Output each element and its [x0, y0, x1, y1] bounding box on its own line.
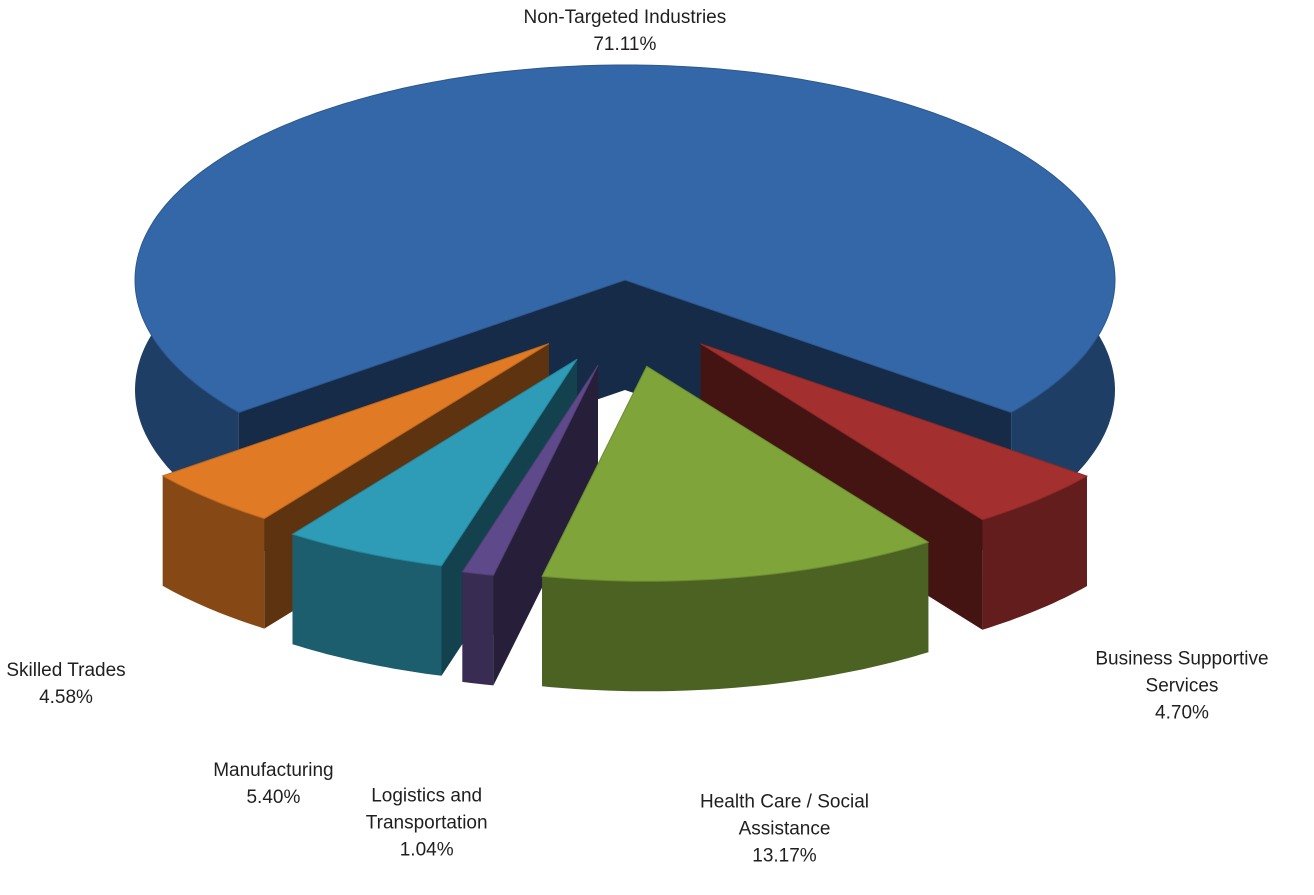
data-label: Manufacturing 5.40%	[213, 757, 333, 811]
slice-side	[462, 365, 598, 682]
slice	[134, 64, 1116, 413]
category-label: Health Care / Social Assistance	[700, 791, 869, 840]
data-label: Health Care / Social Assistance 13.17%	[670, 788, 900, 869]
slice-wall	[542, 542, 929, 692]
value-label: 71.11%	[593, 34, 657, 55]
value-label: 5.40%	[246, 787, 301, 809]
value-label: 4.70%	[1155, 702, 1209, 724]
slice	[461, 365, 599, 576]
slice	[161, 343, 550, 520]
data-label: Logistics and Transportation 1.04%	[312, 782, 542, 863]
category-label: Manufacturing	[213, 760, 334, 782]
slice-wall	[292, 534, 442, 676]
category-label: Skilled Trades	[6, 660, 126, 682]
data-label: Non-Targeted Industries 71.11%	[523, 4, 726, 58]
slice-wall	[462, 571, 494, 686]
value-label: 4.58%	[39, 687, 93, 709]
value-label: 1.04%	[399, 839, 454, 861]
category-label: Non-Targeted Industries	[523, 7, 727, 28]
slice	[700, 343, 1089, 521]
data-label: Business Supportive Services 4.70%	[1067, 645, 1297, 726]
data-label: Skilled Trades 4.58%	[6, 657, 125, 711]
category-label: Logistics and Transportation	[365, 785, 488, 834]
slice	[541, 365, 930, 582]
slice	[291, 358, 578, 567]
category-label: Business Supportive Services	[1095, 648, 1269, 697]
slice-wall	[162, 475, 265, 629]
slice-wall	[982, 476, 1087, 630]
value-label: 13.17%	[752, 845, 817, 867]
